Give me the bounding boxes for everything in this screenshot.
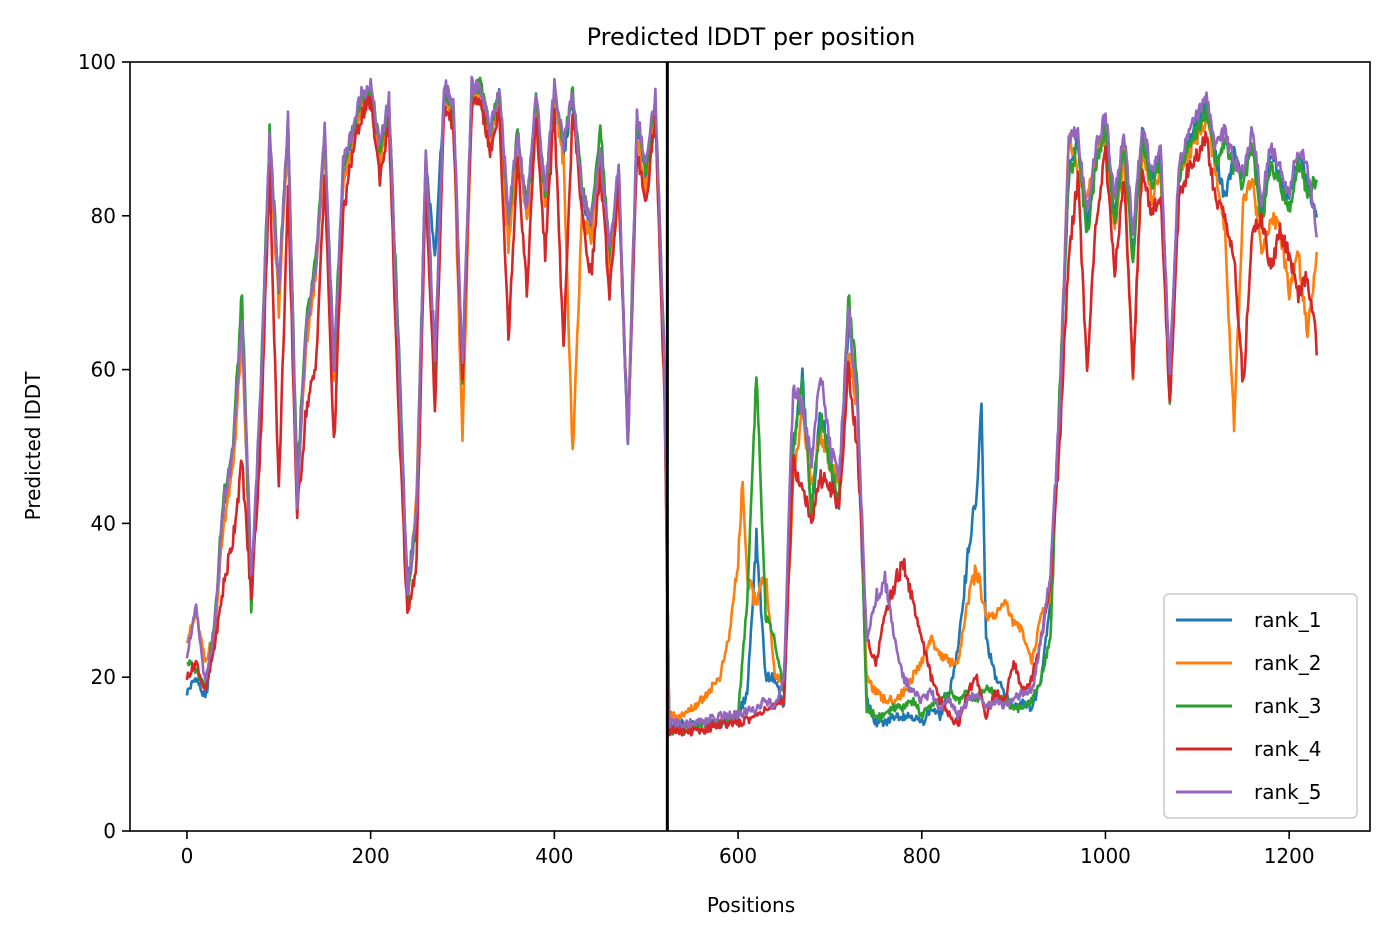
legend-box <box>1163 593 1358 819</box>
x-tick-label: 1000 <box>1080 844 1131 868</box>
y-axis-label: Predicted lDDT <box>21 371 45 521</box>
legend-label-rank_5: rank_5 <box>1254 780 1321 804</box>
y-tick-label: 80 <box>91 204 116 228</box>
series-line-rank_5 <box>185 75 1318 729</box>
legend-entries: rank_1 rank_2 rank_3 rank_4 rank_5 <box>1176 608 1321 804</box>
y-tick-label: 40 <box>91 511 116 535</box>
y-tick-label: 60 <box>91 358 116 382</box>
x-tick-label: 200 <box>352 844 390 868</box>
x-tick-label: 800 <box>903 844 941 868</box>
x-axis-label: Positions <box>707 893 795 917</box>
x-tick-label: 400 <box>535 844 573 868</box>
legend-label-rank_2: rank_2 <box>1254 651 1321 675</box>
x-tick-label: 600 <box>719 844 757 868</box>
x-axis-ticks: 0 200 400 600 800 1000 1200 <box>181 831 1315 868</box>
chart-title: Predicted lDDT per position <box>587 23 916 51</box>
y-tick-label: 20 <box>91 665 116 689</box>
y-axis-ticks: 0 20 40 60 80 100 <box>78 50 130 843</box>
legend: rank_1 rank_2 rank_3 rank_4 rank_5 <box>1163 593 1358 819</box>
x-tick-label: 1200 <box>1264 844 1315 868</box>
legend-label-rank_3: rank_3 <box>1254 694 1321 718</box>
plot-area-frame <box>129 61 1371 832</box>
y-tick-label: 100 <box>78 50 116 74</box>
legend-label-rank_1: rank_1 <box>1254 608 1321 632</box>
legend-label-rank_4: rank_4 <box>1254 737 1321 761</box>
series-lines <box>185 75 1318 737</box>
y-tick-label: 0 <box>103 819 116 843</box>
series-line-rank_4 <box>185 95 1318 737</box>
x-tick-label: 0 <box>181 844 194 868</box>
